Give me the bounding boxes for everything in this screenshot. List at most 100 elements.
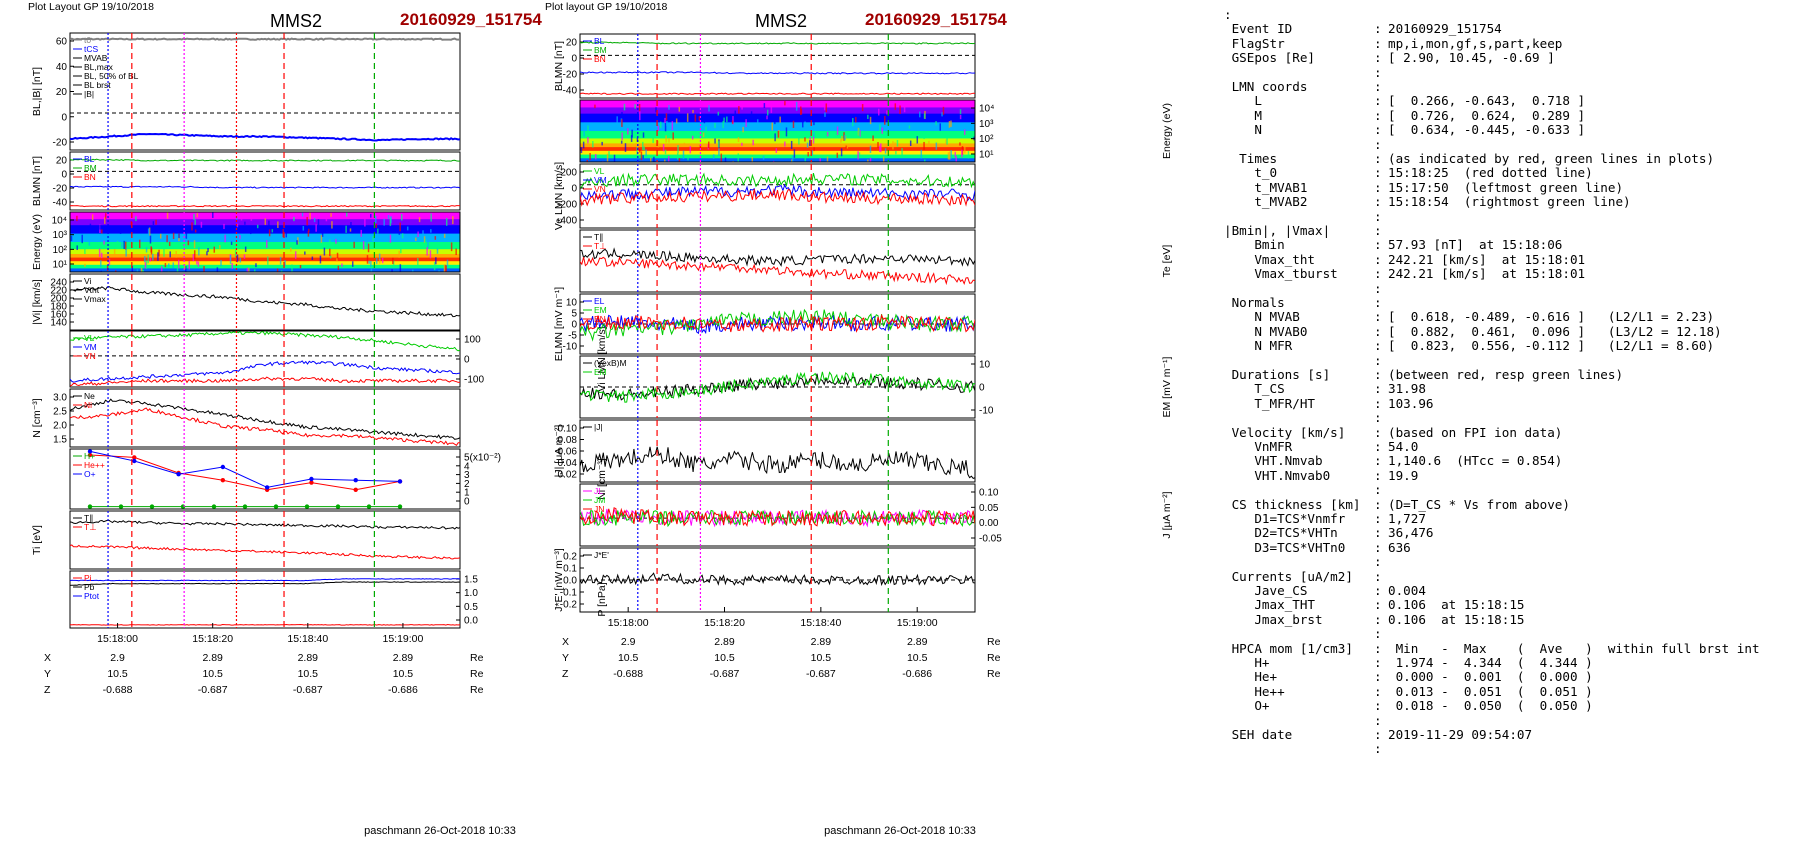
- legend-label: J*E': [594, 550, 609, 560]
- spectrogram-texture: [434, 236, 437, 240]
- info-value: 20160929_151754: [1388, 21, 1502, 37]
- spectrogram-texture: [198, 247, 200, 256]
- y-tick-label: 10¹: [979, 150, 994, 161]
- series-group: [70, 37, 460, 142]
- spectrogram-texture: [836, 152, 839, 158]
- spectrogram-texture: [813, 147, 815, 152]
- spectrogram-texture: [452, 216, 454, 225]
- spectrogram-texture: [756, 119, 759, 127]
- y-tick-label: -40: [53, 198, 68, 209]
- spectrogram-texture: [738, 106, 740, 114]
- spectrogram-texture: [101, 229, 103, 234]
- series-line-Pb: [70, 581, 460, 586]
- spectrogram-texture: [613, 154, 616, 162]
- spectrogram-texture: [928, 140, 930, 146]
- spectrogram-texture: [321, 228, 324, 237]
- y-tick-label: 20: [56, 87, 68, 98]
- series-group: [87, 449, 403, 509]
- info-separator: :: [1374, 611, 1382, 627]
- spectrogram-texture: [429, 250, 432, 259]
- spectrogram-texture: [422, 230, 424, 236]
- coord-label: Z: [44, 684, 51, 696]
- panel-frame: [579, 419, 976, 483]
- info-row: N: [ 0.634, -0.445, -0.633 ]: [1224, 123, 1794, 137]
- info-key: |Bmin|, |Vmax|: [1224, 223, 1331, 238]
- spectrogram-texture: [172, 232, 175, 240]
- spectrogram-texture: [430, 229, 432, 233]
- info-row: FlagStr: mp,i,mon,gf,s,part,keep: [1224, 36, 1794, 51]
- y-tick-label: 20: [56, 156, 68, 167]
- spectrogram-texture: [752, 139, 754, 146]
- coord-value: -0.687: [198, 684, 228, 696]
- coord-value: 10.5: [393, 668, 414, 680]
- info-value: 31.98: [1388, 381, 1426, 397]
- spectrogram-texture: [423, 236, 426, 243]
- info-row: t_MVAB1:15:17:50 (leftmost green line): [1224, 180, 1794, 195]
- spectrogram-texture: [329, 255, 332, 259]
- spectrogram-texture: [869, 116, 872, 125]
- spectrogram-texture: [443, 264, 446, 272]
- series-line-VN: [70, 376, 460, 387]
- series-group: [580, 172, 975, 207]
- spectrogram-texture: [785, 127, 788, 137]
- spectrogram-texture: [731, 120, 734, 124]
- coord-unit: Re: [470, 684, 484, 696]
- y-tick-label: 3.0: [53, 393, 67, 404]
- spectrogram-texture: [616, 116, 618, 125]
- spectrogram-texture: [415, 237, 417, 242]
- y-tick-label: -0.1: [560, 588, 578, 599]
- spectrogram-texture: [682, 150, 685, 160]
- info-separator: :: [1374, 727, 1382, 742]
- spectrogram-texture: [639, 111, 641, 121]
- spectrogram-texture: [155, 219, 157, 225]
- spectrogram-texture: [812, 136, 815, 144]
- info-value: 0.018 - 0.050 ( 0.050 ): [1388, 698, 1593, 714]
- y-tick-label: -20: [53, 184, 68, 195]
- series-group: [70, 519, 460, 560]
- spectrogram-texture: [924, 159, 926, 162]
- coord-value: 2.89: [298, 652, 319, 664]
- info-key: Event ID: [1224, 21, 1293, 37]
- spectrogram-texture: [718, 148, 720, 156]
- spectrogram-texture: [638, 104, 641, 112]
- y-tick-label: 140: [50, 318, 67, 329]
- spectrogram-texture: [858, 128, 860, 138]
- spectrogram-texture: [366, 238, 368, 247]
- spectrogram-texture: [445, 218, 448, 226]
- spectrogram-texture: [194, 229, 197, 233]
- spectrogram-texture: [737, 153, 739, 162]
- spectrogram-texture: [336, 258, 338, 262]
- series-line-JN: [580, 507, 975, 528]
- info-row: T_MFR/HT:103.96: [1224, 396, 1794, 411]
- series-line-|J|: [580, 446, 975, 479]
- spectrogram-texture: [131, 265, 134, 272]
- spectrogram-texture: [791, 155, 794, 162]
- info-row: N MVAB: [ 0.618, -0.489, -0.616 ] (L2/L1 …: [1224, 310, 1794, 324]
- spectrogram-texture: [224, 234, 226, 243]
- info-value: 0.106 at 15:18:15: [1388, 611, 1525, 627]
- spectrogram-texture: [223, 223, 225, 230]
- info-row: GSEpos [Re]: [ 2.90, 10.45, -0.69 ]: [1224, 51, 1794, 65]
- spectrogram-texture: [424, 239, 427, 247]
- spectrogram-texture: [159, 233, 162, 239]
- info-key: O+: [1224, 698, 1270, 714]
- info-value: [ 0.823, 0.556, -0.112 ] (L2/L1 = 8.60): [1388, 338, 1715, 354]
- spectrogram-texture: [703, 119, 706, 124]
- spectrogram-texture: [858, 152, 861, 159]
- coord-value: 10.5: [107, 668, 128, 680]
- spectrogram-texture: [580, 147, 583, 154]
- spectrogram-texture: [116, 240, 119, 249]
- series-line-VL: [580, 172, 975, 189]
- spectrogram-texture: [193, 250, 196, 260]
- spectrogram-texture: [175, 250, 177, 258]
- legend-label: VN: [594, 184, 606, 194]
- spectrogram-texture: [445, 265, 447, 272]
- page-footer: paschmann 26-Oct-2018 10:33: [824, 825, 976, 837]
- spectrogram-texture: [894, 103, 897, 110]
- spectrogram-texture: [877, 142, 879, 148]
- spectrogram-band: [70, 225, 460, 235]
- spectrogram-texture: [869, 157, 872, 162]
- spectrogram-texture: [804, 137, 806, 142]
